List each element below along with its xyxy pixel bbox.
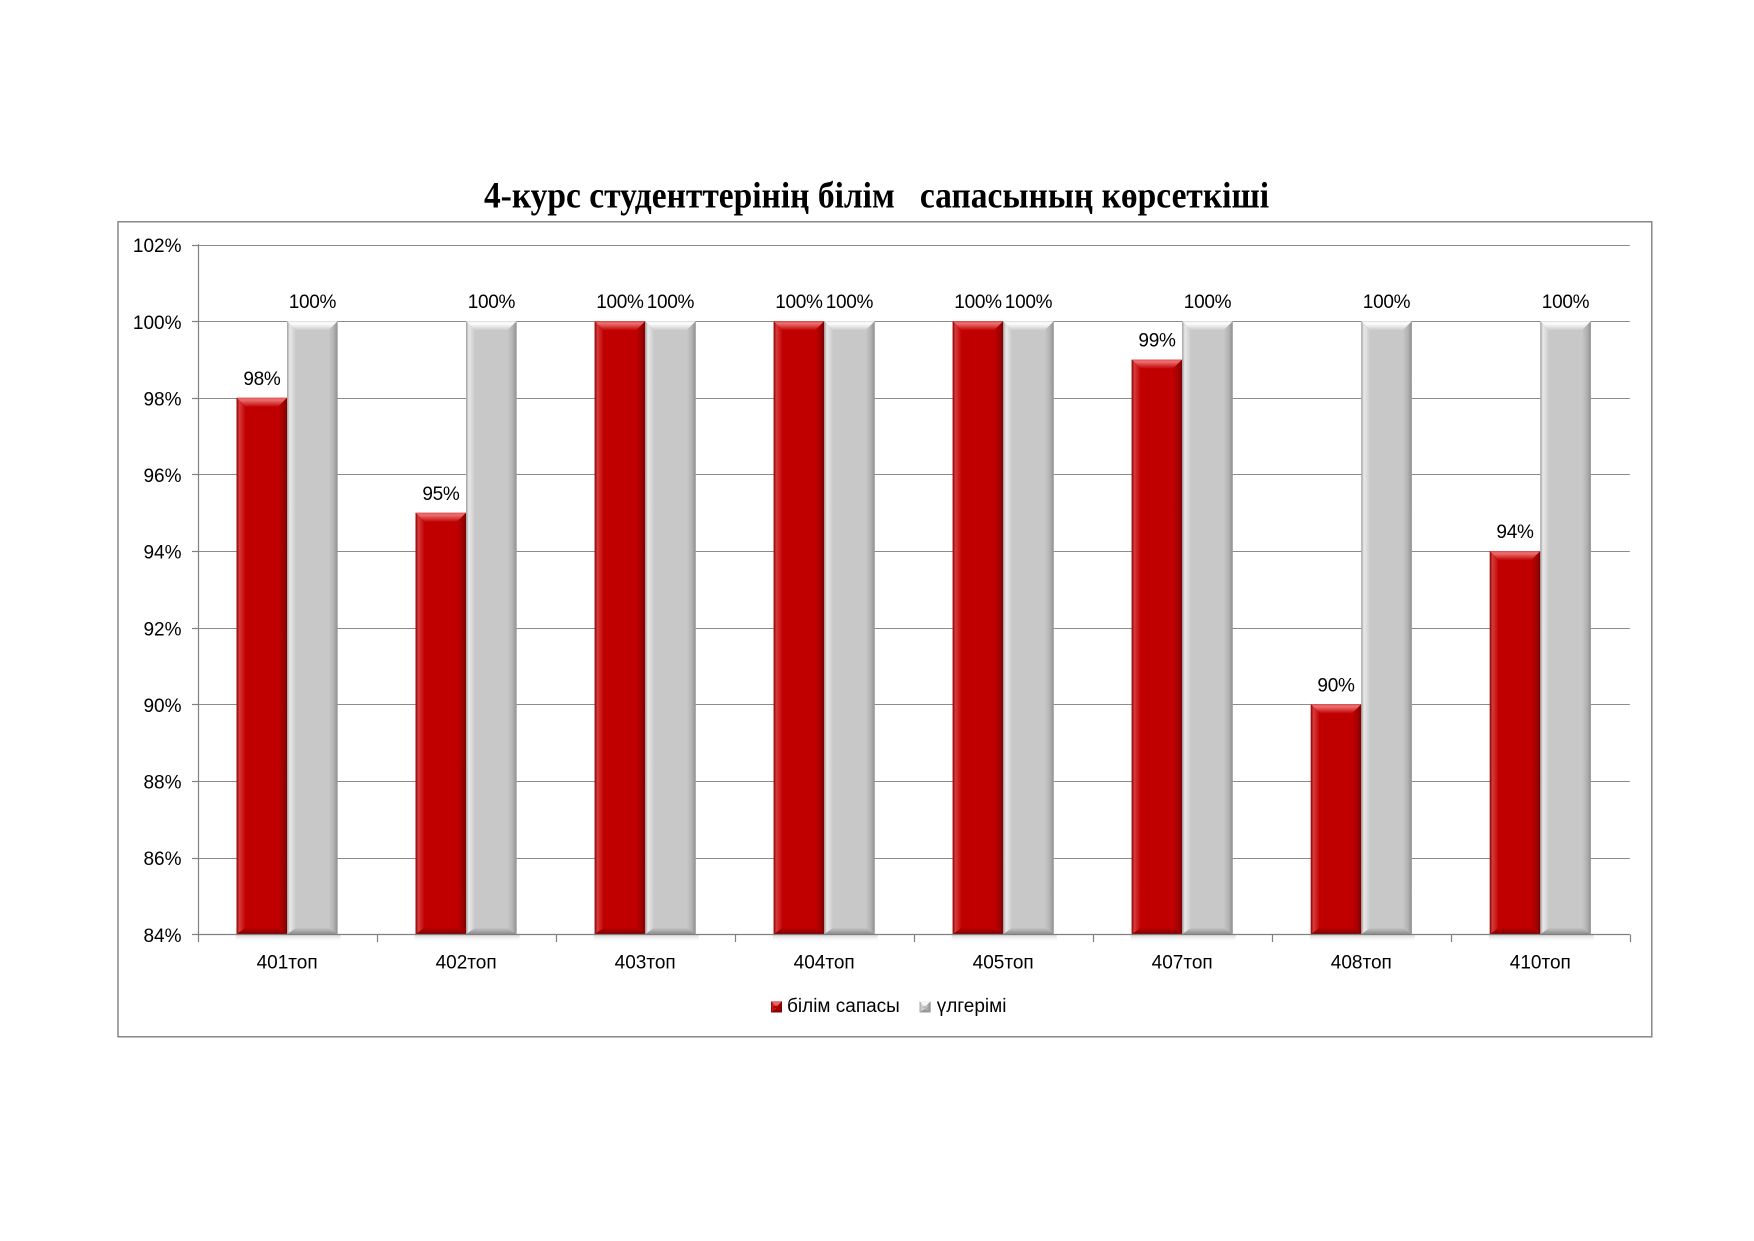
svg-text:100%: 100%: [826, 292, 874, 313]
svg-text:403топ: 403топ: [615, 953, 676, 974]
svg-text:100%: 100%: [133, 313, 182, 334]
svg-text:410топ: 410топ: [1510, 953, 1571, 974]
svg-text:100%: 100%: [1184, 292, 1232, 313]
svg-text:408топ: 408топ: [1331, 953, 1392, 974]
svg-text:үлгерімі: үлгерімі: [937, 996, 1007, 1017]
svg-text:94%: 94%: [143, 543, 181, 564]
svg-text:96%: 96%: [143, 466, 181, 487]
svg-text:92%: 92%: [143, 619, 181, 640]
svg-text:404топ: 404топ: [794, 953, 855, 974]
svg-text:100%: 100%: [647, 292, 695, 313]
svg-text:95%: 95%: [422, 484, 460, 505]
svg-text:99%: 99%: [1138, 331, 1176, 352]
svg-text:86%: 86%: [143, 849, 181, 870]
svg-text:102%: 102%: [133, 236, 182, 257]
svg-text:90%: 90%: [143, 696, 181, 717]
svg-text:88%: 88%: [143, 773, 181, 794]
svg-text:407топ: 407топ: [1152, 953, 1213, 974]
svg-text:100%: 100%: [954, 292, 1002, 313]
svg-text:100%: 100%: [289, 292, 337, 313]
svg-text:98%: 98%: [143, 389, 181, 410]
svg-text:100%: 100%: [468, 292, 516, 313]
svg-text:405топ: 405топ: [973, 953, 1034, 974]
svg-text:90%: 90%: [1317, 675, 1355, 696]
svg-text:401топ: 401топ: [257, 953, 318, 974]
svg-text:98%: 98%: [243, 369, 281, 390]
svg-text:84%: 84%: [143, 926, 181, 947]
svg-text:100%: 100%: [1005, 292, 1053, 313]
svg-text:402топ: 402топ: [436, 953, 497, 974]
svg-text:94%: 94%: [1496, 522, 1534, 543]
svg-text:100%: 100%: [1363, 292, 1411, 313]
svg-text:100%: 100%: [775, 292, 823, 313]
svg-text:білім сапасы: білім сапасы: [787, 996, 900, 1017]
svg-text:100%: 100%: [1542, 292, 1590, 313]
svg-text:4-курс студенттерінің білім: 4-курс студенттерінің білім сапасының кө…: [484, 175, 1269, 216]
svg-text:100%: 100%: [596, 292, 644, 313]
